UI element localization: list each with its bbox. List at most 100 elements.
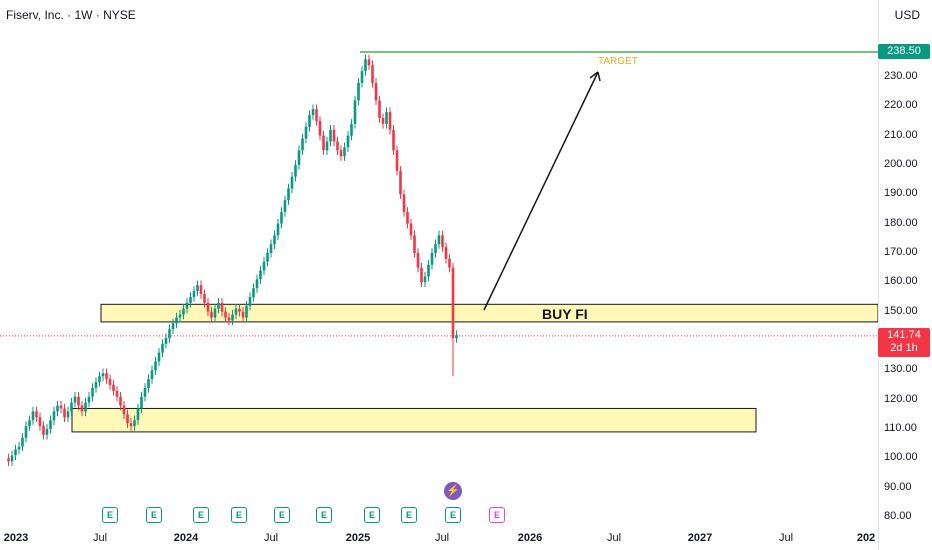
candle-body xyxy=(392,129,395,151)
candle-body xyxy=(185,302,189,309)
candle-body xyxy=(371,65,374,83)
candle-body xyxy=(294,164,297,177)
future-earnings-marker[interactable]: E xyxy=(489,507,505,523)
earnings-marker[interactable]: E xyxy=(316,507,332,523)
candle-body xyxy=(178,314,182,318)
candle-body xyxy=(199,285,203,295)
candle-body xyxy=(84,402,87,412)
candle-body xyxy=(255,279,259,289)
price-tick: 120.00 xyxy=(884,392,918,405)
candle-body xyxy=(301,138,304,151)
time-tick: Jul xyxy=(606,532,622,544)
candle-body xyxy=(318,120,322,136)
candle-body xyxy=(122,405,126,415)
candle-body xyxy=(101,373,105,377)
price-tick: 190.00 xyxy=(884,187,918,200)
price-tick: 220.00 xyxy=(884,99,918,112)
candle-body xyxy=(297,150,301,165)
candle-body xyxy=(367,59,371,66)
candle-body xyxy=(336,141,339,151)
candle-body xyxy=(290,176,294,189)
countdown-value: 2d 1h xyxy=(890,342,918,354)
candle-body xyxy=(28,420,31,427)
price-tick: 200.00 xyxy=(884,157,918,170)
candle-body xyxy=(143,387,147,397)
arrow-head xyxy=(589,71,601,82)
candle-body xyxy=(234,308,238,315)
earnings-marker[interactable]: E xyxy=(146,507,162,523)
target-price-tag: 238.50 xyxy=(878,44,930,59)
candle-body xyxy=(437,235,441,245)
candle-body xyxy=(14,449,17,456)
price-tick: 100.00 xyxy=(884,451,918,464)
earnings-marker[interactable]: E xyxy=(231,507,247,523)
candle-body xyxy=(150,370,154,380)
candle-body xyxy=(315,109,318,121)
candle-body xyxy=(280,211,283,224)
earnings-marker[interactable]: E xyxy=(445,507,461,523)
candle-body xyxy=(269,244,273,253)
candle-body xyxy=(66,411,70,418)
candle-body xyxy=(192,291,196,297)
zone-box xyxy=(100,303,878,323)
target-arrow xyxy=(483,71,599,311)
time-tick: 2023 xyxy=(3,532,29,544)
candle-body xyxy=(98,376,101,383)
currency-label[interactable]: USD xyxy=(894,8,920,22)
candle-body xyxy=(126,414,129,424)
candle-body xyxy=(308,115,311,127)
candle-body xyxy=(129,423,133,427)
earnings-marker[interactable]: E xyxy=(401,507,417,523)
candle-body xyxy=(231,314,234,321)
candle-body xyxy=(77,396,80,406)
candle-body xyxy=(7,458,10,462)
candle-body xyxy=(196,285,199,292)
current-price-tag: 141.74 2d 1h xyxy=(878,328,930,357)
candle-body xyxy=(252,288,255,297)
candle-body xyxy=(182,308,185,315)
price-tick: 170.00 xyxy=(884,245,918,258)
candle-body xyxy=(189,296,192,303)
candle-body xyxy=(434,244,437,253)
time-tick: 2025 xyxy=(345,532,371,544)
candle-body xyxy=(444,247,448,259)
candle-body xyxy=(94,382,98,388)
time-tick: 2024 xyxy=(173,532,199,544)
candle-body xyxy=(45,428,49,435)
price-axis[interactable] xyxy=(878,0,932,550)
candle-body xyxy=(273,235,276,245)
candle-body xyxy=(332,129,336,142)
candle-body xyxy=(112,384,115,391)
candle-body xyxy=(73,396,77,403)
candle-body xyxy=(339,150,343,157)
earnings-marker[interactable]: E xyxy=(102,507,118,523)
time-tick: Jul xyxy=(778,532,794,544)
candle-body xyxy=(360,71,364,83)
flash-icon[interactable]: ⚡ xyxy=(444,482,462,500)
candle-body xyxy=(430,252,434,265)
candle-body xyxy=(59,405,63,409)
price-chart[interactable] xyxy=(0,0,878,550)
candle-body xyxy=(224,311,227,318)
candle-body xyxy=(133,420,136,427)
candle-body xyxy=(399,170,402,195)
candle-body xyxy=(388,112,392,130)
candle-body xyxy=(259,270,262,280)
candle-body xyxy=(420,267,423,283)
candle-body xyxy=(213,308,217,318)
candle-body xyxy=(381,118,385,124)
earnings-marker[interactable]: E xyxy=(274,507,290,523)
candle-body xyxy=(353,100,357,124)
candle-body xyxy=(322,135,325,151)
candle-body xyxy=(157,352,161,362)
price-tick: 110.00 xyxy=(884,421,917,434)
candle-body xyxy=(49,420,52,429)
candle-body xyxy=(87,396,91,403)
candle-body xyxy=(276,223,280,236)
earnings-marker[interactable]: E xyxy=(193,507,209,523)
price-tick: 150.00 xyxy=(884,304,918,317)
candle-body xyxy=(56,405,59,412)
candle-body xyxy=(423,276,427,283)
symbol-title[interactable]: Fiserv, Inc. · 1W · NYSE xyxy=(6,8,136,22)
earnings-marker[interactable]: E xyxy=(364,507,380,523)
